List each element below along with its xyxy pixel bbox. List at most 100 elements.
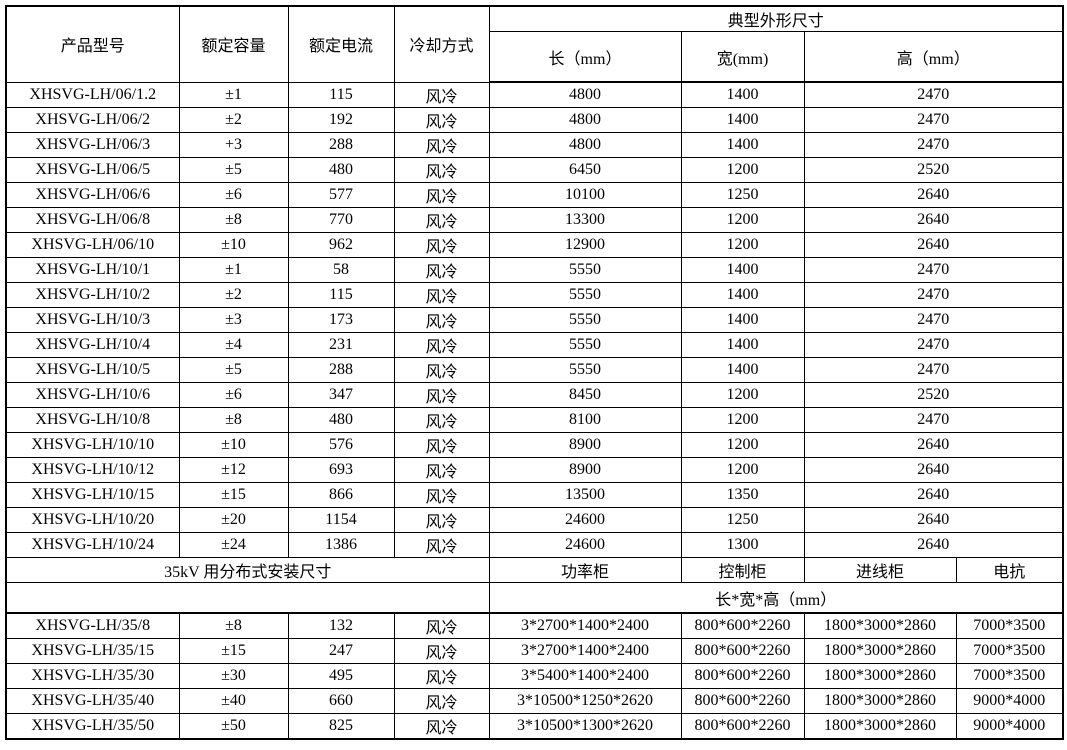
cell-product-model: XHSVG-LH/06/6 — [5, 182, 180, 208]
cell-rated-current: 288 — [287, 357, 395, 383]
table-row: XHSVG-LH/35/40 ±40 660 风冷 3*10500*1250*2620 8… — [5, 688, 1064, 714]
cell-rated-capacity: ±2 — [178, 282, 289, 308]
cell-cooling-method: 风冷 — [393, 507, 490, 533]
cell-cooling-method: 风冷 — [393, 257, 490, 283]
cell-width: 1200 — [680, 432, 805, 458]
table-row: XHSVG-LH/10/8 ±8 480 风冷 8100 1200 2470 — [5, 407, 1064, 433]
table-row: XHSVG-LH/10/4 ±4 231 风冷 5550 1400 2470 — [5, 332, 1064, 358]
cell-cooling-method: 风冷 — [393, 307, 490, 333]
col-header-rated-capacity: 额定容量 — [178, 5, 289, 83]
cell-incoming-cabinet: 1800*3000*2860 — [803, 612, 957, 639]
cell-cooling-method: 风冷 — [393, 457, 490, 483]
cell-height: 2520 — [803, 382, 1064, 408]
cell-width: 1400 — [680, 132, 805, 158]
cell-rated-capacity: ±50 — [178, 713, 289, 740]
cell-product-model: XHSVG-LH/10/20 — [5, 507, 180, 533]
empty-cell — [5, 582, 490, 614]
section-35kv-body: XHSVG-LH/35/8 ±8 132 风冷 3*2700*1400*2400 800*… — [5, 612, 1064, 740]
cell-width: 1400 — [680, 357, 805, 383]
cell-length: 4800 — [488, 107, 682, 133]
cell-product-model: XHSVG-LH/10/5 — [5, 357, 180, 383]
cell-cooling-method: 风冷 — [393, 432, 490, 458]
cell-incoming-cabinet: 1800*3000*2860 — [803, 713, 957, 740]
cell-power-cabinet: 3*5400*1400*2400 — [488, 663, 682, 689]
cell-cooling-method: 风冷 — [393, 663, 490, 689]
cell-rated-current: 115 — [287, 282, 395, 308]
cell-height: 2640 — [803, 507, 1064, 533]
cell-rated-capacity: ±10 — [178, 432, 289, 458]
cell-control-cabinet: 800*600*2260 — [680, 688, 805, 714]
cell-product-model: XHSVG-LH/10/15 — [5, 482, 180, 508]
cell-width: 1200 — [680, 207, 805, 233]
cell-length: 5550 — [488, 257, 682, 283]
cell-cooling-method: 风冷 — [393, 407, 490, 433]
cell-rated-current: 480 — [287, 157, 395, 183]
cell-product-model: XHSVG-LH/06/10 — [5, 232, 180, 258]
cell-power-cabinet: 3*10500*1300*2620 — [488, 713, 682, 740]
cell-rated-current: 962 — [287, 232, 395, 258]
cell-rated-current: 231 — [287, 332, 395, 358]
cell-rated-capacity: ±8 — [178, 407, 289, 433]
cell-reactor: 7000*3500 — [955, 612, 1064, 639]
cell-product-model: XHSVG-LH/10/3 — [5, 307, 180, 333]
cell-width: 1250 — [680, 507, 805, 533]
cell-length: 8100 — [488, 407, 682, 433]
cell-rated-current: 347 — [287, 382, 395, 408]
table-row: XHSVG-LH/10/5 ±5 288 风冷 5550 1400 2470 — [5, 357, 1064, 383]
cell-cooling-method: 风冷 — [393, 532, 490, 558]
header-row-group: 产品型号 额定容量 额定电流 冷却方式 典型外形尺寸 — [5, 5, 1064, 83]
cell-height: 2470 — [803, 107, 1064, 133]
cell-rated-capacity: ±1 — [178, 257, 289, 283]
col-header-reactor: 电抗 — [955, 557, 1064, 583]
cell-product-model: XHSVG-LH/06/1.2 — [5, 81, 180, 108]
cell-length: 24600 — [488, 507, 682, 533]
cell-length: 8900 — [488, 432, 682, 458]
cell-rated-current: 192 — [287, 107, 395, 133]
cell-product-model: XHSVG-LH/35/50 — [5, 713, 180, 740]
cell-height: 2640 — [803, 207, 1064, 233]
cell-rated-capacity: ±4 — [178, 332, 289, 358]
cell-power-cabinet: 3*2700*1400*2400 — [488, 612, 682, 639]
cell-control-cabinet: 800*600*2260 — [680, 713, 805, 740]
col-header-rated-current: 额定电流 — [287, 5, 395, 83]
cell-rated-current: 577 — [287, 182, 395, 208]
table-row: XHSVG-LH/06/6 ±6 577 风冷 10100 1250 2640 — [5, 182, 1064, 208]
cell-width: 1400 — [680, 307, 805, 333]
cell-product-model: XHSVG-LH/10/8 — [5, 407, 180, 433]
cell-width: 1200 — [680, 157, 805, 183]
cell-rated-current: 247 — [287, 638, 395, 664]
table-row: XHSVG-LH/35/30 ±30 495 风冷 3*5400*1400*2400 80… — [5, 663, 1064, 689]
cell-rated-current: 132 — [287, 612, 395, 639]
cell-power-cabinet: 3*2700*1400*2400 — [488, 638, 682, 664]
cell-length: 5550 — [488, 307, 682, 333]
cell-product-model: XHSVG-LH/35/15 — [5, 638, 180, 664]
cell-cooling-method: 风冷 — [393, 132, 490, 158]
cell-control-cabinet: 800*600*2260 — [680, 638, 805, 664]
cell-height: 2470 — [803, 307, 1064, 333]
col-header-control-cabinet: 控制柜 — [680, 557, 805, 583]
cell-length: 8450 — [488, 382, 682, 408]
cell-rated-current: 173 — [287, 307, 395, 333]
cell-rated-current: 58 — [287, 257, 395, 283]
cell-rated-capacity: ±15 — [178, 638, 289, 664]
cell-width: 1200 — [680, 407, 805, 433]
cell-width: 1200 — [680, 232, 805, 258]
cell-product-model: XHSVG-LH/35/40 — [5, 688, 180, 714]
cell-cooling-method: 风冷 — [393, 382, 490, 408]
cell-length: 5550 — [488, 332, 682, 358]
cell-rated-current: 693 — [287, 457, 395, 483]
cell-rated-capacity: +3 — [178, 132, 289, 158]
cell-length: 10100 — [488, 182, 682, 208]
cell-product-model: XHSVG-LH/10/4 — [5, 332, 180, 358]
table-row: XHSVG-LH/06/1.2 ±1 115 风冷 4800 1400 2470 — [5, 81, 1064, 108]
cell-height: 2520 — [803, 157, 1064, 183]
cell-control-cabinet: 800*600*2260 — [680, 612, 805, 639]
cell-rated-capacity: ±20 — [178, 507, 289, 533]
cell-rated-current: 866 — [287, 482, 395, 508]
cell-cooling-method: 风冷 — [393, 357, 490, 383]
cell-height: 2470 — [803, 132, 1064, 158]
col-header-incoming-cabinet: 进线柜 — [803, 557, 957, 583]
cell-rated-current: 480 — [287, 407, 395, 433]
table-row: XHSVG-LH/35/15 ±15 247 风冷 3*2700*1400*2400 80… — [5, 638, 1064, 664]
